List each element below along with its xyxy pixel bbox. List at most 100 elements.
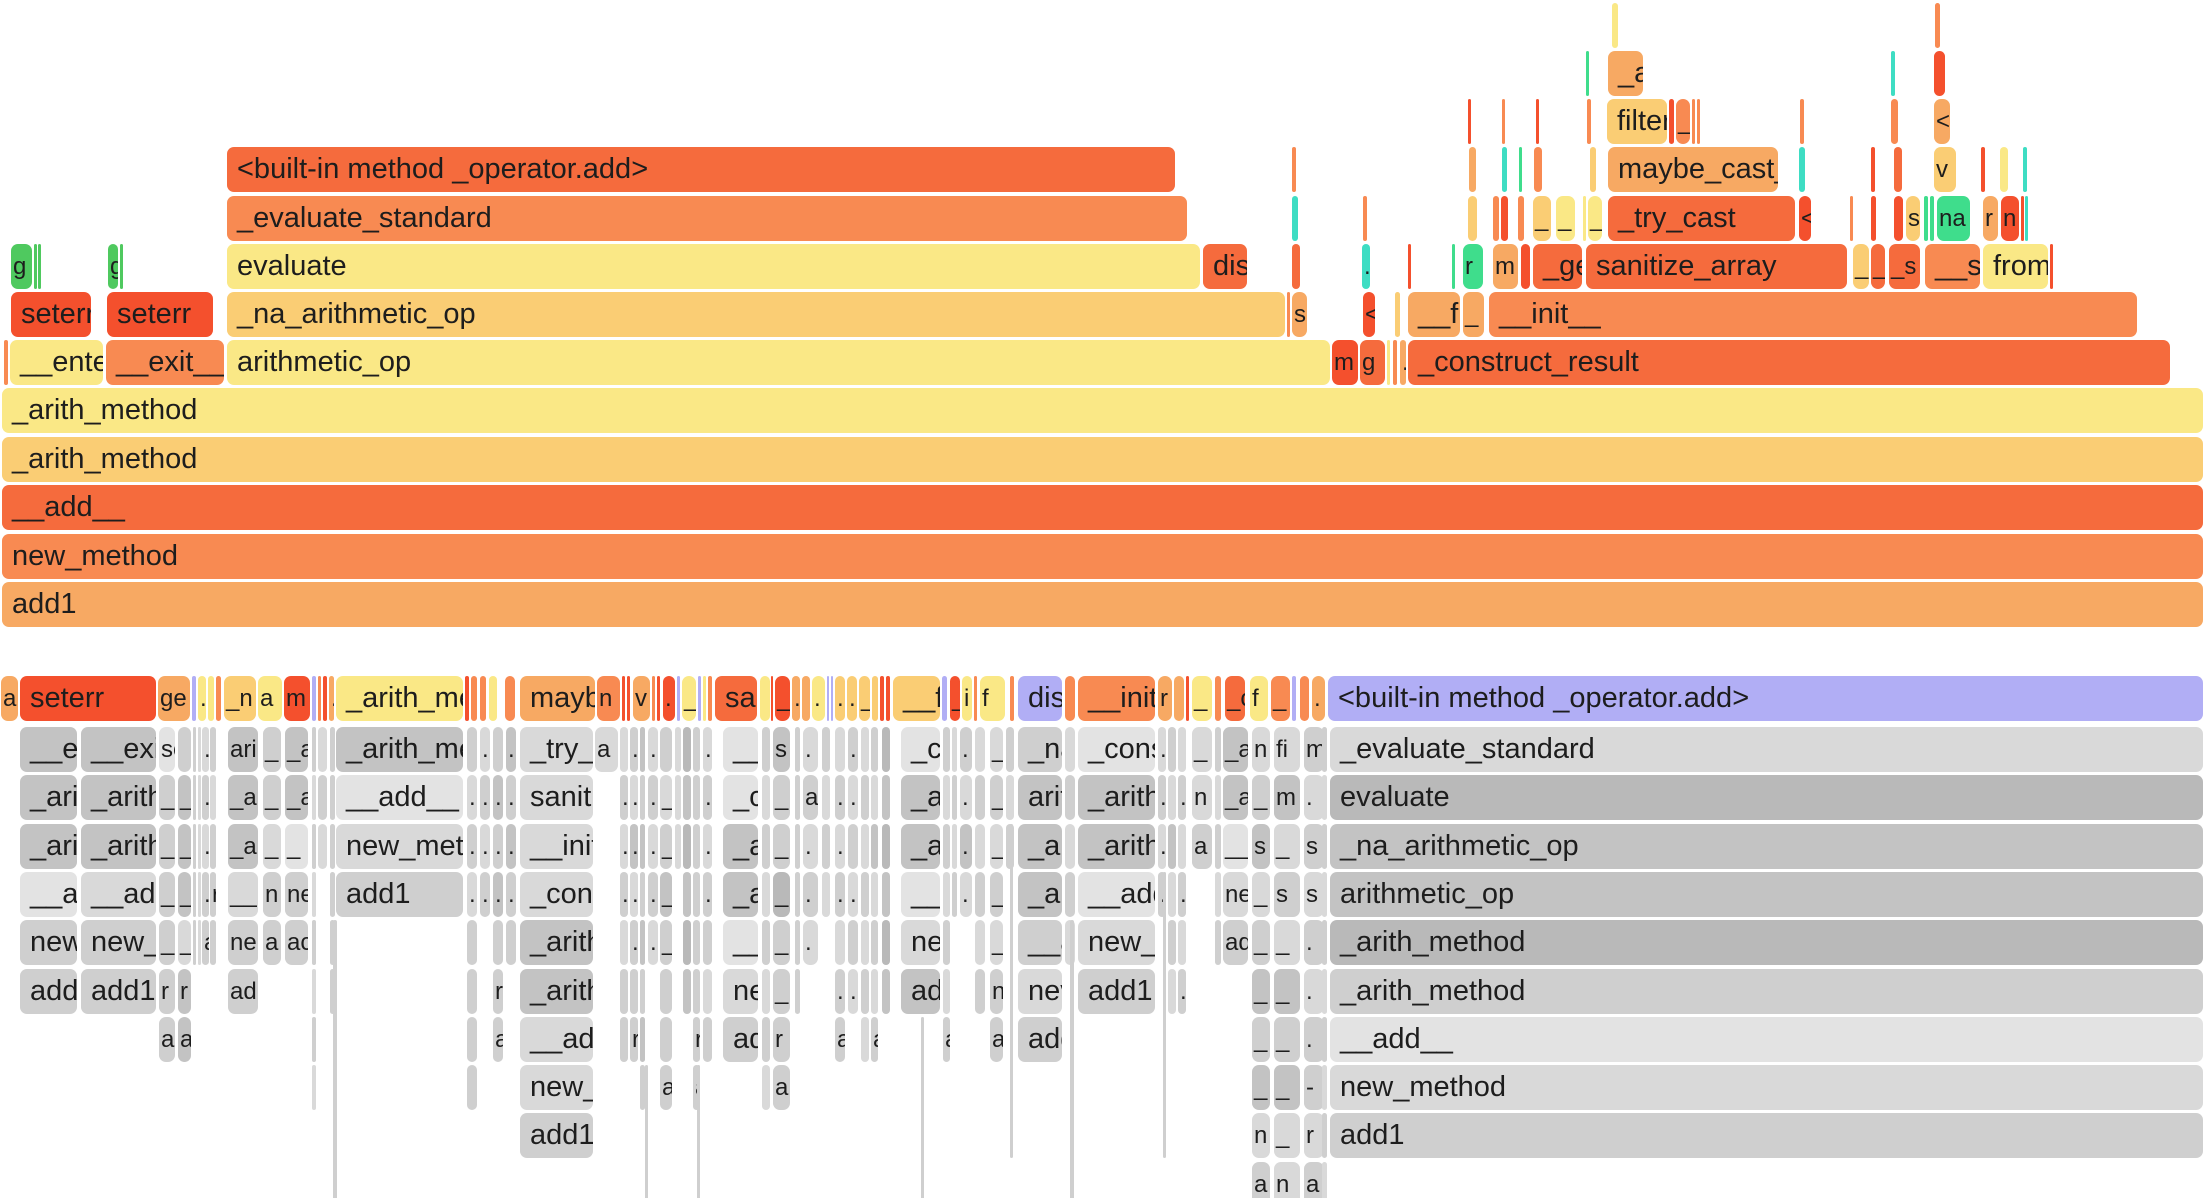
caller-frame[interactable]: [943, 920, 950, 966]
caller-frame[interactable]: [1322, 775, 1327, 821]
caller-frame[interactable]: _a: [228, 775, 258, 821]
caller-frame[interactable]: .: [480, 727, 490, 772]
header-frame[interactable]: _: [950, 676, 960, 721]
caller-frame[interactable]: _: [263, 775, 281, 821]
caller-frame[interactable]: .: [630, 775, 638, 821]
flame-frame[interactable]: [1894, 147, 1902, 192]
caller-frame[interactable]: [660, 968, 672, 1014]
caller-frame[interactable]: _: [990, 920, 1003, 966]
caller-frame[interactable]: _arith_: [81, 823, 156, 869]
caller-frame[interactable]: [975, 968, 985, 1014]
flame-frame[interactable]: _: [1463, 292, 1484, 337]
caller-frame[interactable]: _arith: [520, 968, 593, 1014]
selected-frame[interactable]: [827, 676, 829, 721]
header-frame[interactable]: _: [1271, 676, 1290, 721]
header-frame[interactable]: _: [1192, 676, 1212, 721]
flame-frame[interactable]: <built-in method _operator.add>: [227, 147, 1175, 192]
caller-frame[interactable]: .: [703, 775, 712, 821]
caller-frame[interactable]: .: [1304, 1016, 1324, 1062]
caller-frame[interactable]: [330, 920, 335, 966]
caller-frame[interactable]: .: [835, 775, 845, 821]
caller-frame[interactable]: _a: [228, 823, 258, 869]
caller-frame[interactable]: s: [1274, 871, 1300, 917]
caller-frame[interactable]: _: [773, 775, 790, 821]
caller-frame[interactable]: [467, 727, 477, 772]
caller-frame[interactable]: [1065, 871, 1075, 917]
caller-frame[interactable]: [640, 871, 645, 917]
caller-frame[interactable]: [693, 920, 700, 966]
caller-frame[interactable]: __a: [1018, 920, 1062, 966]
caller-frame[interactable]: [330, 968, 335, 1014]
caller-frame[interactable]: _: [1274, 1113, 1300, 1159]
flame-frame[interactable]: __exit__: [106, 340, 224, 385]
flame-frame[interactable]: [1800, 99, 1804, 144]
caller-frame[interactable]: [762, 1065, 770, 1111]
header-frame[interactable]: .: [1312, 676, 1325, 721]
caller-frame[interactable]: .: [506, 823, 516, 869]
caller-frame[interactable]: _: [178, 871, 191, 917]
caller-frame[interactable]: a: [803, 775, 818, 821]
caller-frame[interactable]: [835, 920, 845, 966]
caller-frame[interactable]: _na_arithmetic_op: [1330, 823, 2203, 869]
caller-frame[interactable]: add1: [336, 871, 463, 917]
header-frame[interactable]: [1174, 676, 1184, 721]
caller-frame[interactable]: add1: [1078, 968, 1155, 1014]
caller-frame[interactable]: [795, 727, 800, 772]
header-frame[interactable]: _: [775, 676, 790, 721]
flame-frame[interactable]: g: [1360, 340, 1385, 385]
caller-frame[interactable]: _arith_: [81, 775, 156, 821]
flame-frame[interactable]: arithmetic_op: [227, 340, 1330, 385]
caller-frame[interactable]: _: [660, 823, 672, 869]
caller-frame[interactable]: [762, 823, 770, 869]
caller-frame[interactable]: [675, 775, 681, 821]
flame-frame[interactable]: _ge: [1533, 244, 1582, 289]
flame-frame[interactable]: m: [1493, 244, 1518, 289]
flame-frame[interactable]: __fi: [1408, 292, 1460, 337]
flame-frame[interactable]: [2000, 147, 2008, 192]
caller-frame[interactable]: [193, 775, 196, 821]
caller-frame[interactable]: [1006, 775, 1014, 821]
flame-frame[interactable]: <: [1363, 292, 1375, 337]
flame-frame[interactable]: [1501, 196, 1508, 241]
caller-frame[interactable]: .: [1178, 968, 1186, 1014]
caller-frame[interactable]: nev: [901, 920, 940, 966]
caller-frame[interactable]: [952, 775, 957, 821]
caller-frame[interactable]: arit: [1018, 775, 1062, 821]
flame-frame[interactable]: [1493, 196, 1499, 241]
caller-frame[interactable]: a: [871, 1016, 878, 1062]
caller-frame[interactable]: _: [178, 920, 191, 966]
caller-frame[interactable]: a: [943, 1016, 950, 1062]
caller-frame[interactable]: m: [1304, 727, 1324, 772]
caller-frame[interactable]: [1215, 775, 1221, 821]
caller-frame[interactable]: [693, 727, 700, 772]
caller-frame[interactable]: [795, 968, 800, 1014]
caller-frame[interactable]: [861, 968, 869, 1014]
caller-frame[interactable]: .: [803, 823, 818, 869]
caller-frame[interactable]: _arith_: [1078, 775, 1155, 821]
caller-frame[interactable]: _: [990, 823, 1003, 869]
header-frame[interactable]: [480, 676, 486, 721]
caller-frame-sliver[interactable]: [645, 1065, 648, 1198]
flame-frame[interactable]: [1536, 99, 1539, 144]
caller-frame[interactable]: [871, 727, 878, 772]
header-frame[interactable]: [880, 676, 884, 721]
caller-frame[interactable]: [943, 775, 950, 821]
flame-frame[interactable]: add1: [2, 582, 2203, 627]
caller-frame[interactable]: .: [803, 727, 818, 772]
caller-frame[interactable]: [871, 871, 878, 917]
flame-frame[interactable]: [1697, 99, 1700, 144]
caller-frame[interactable]: ad: [1223, 920, 1248, 966]
caller-frame[interactable]: a: [773, 1065, 790, 1111]
header-frame[interactable]: __init_: [1078, 676, 1155, 721]
flame-frame[interactable]: [1287, 292, 1290, 337]
caller-frame[interactable]: n: [1252, 727, 1270, 772]
flame-frame[interactable]: [1935, 3, 1940, 48]
flame-frame[interactable]: [1292, 147, 1296, 192]
caller-frame[interactable]: .: [1304, 968, 1324, 1014]
caller-frame[interactable]: _na: [1018, 727, 1062, 772]
caller-frame[interactable]: .: [648, 775, 658, 821]
caller-frame[interactable]: [861, 920, 869, 966]
caller-frame[interactable]: [683, 920, 691, 966]
flame-frame[interactable]: _try_cast: [1608, 196, 1795, 241]
caller-frame[interactable]: a: [1252, 1161, 1270, 1198]
